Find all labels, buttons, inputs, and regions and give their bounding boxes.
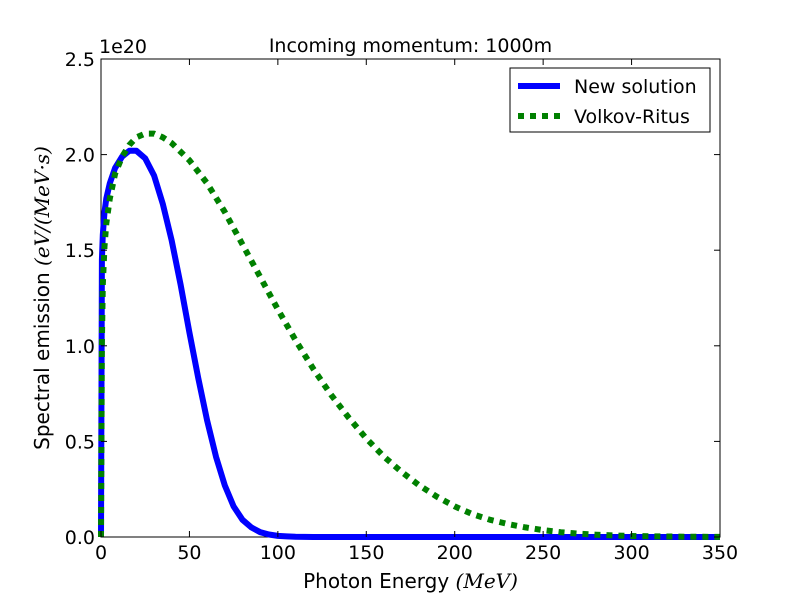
plot-frame [100,58,721,538]
ticks-layer: 0 50 100 150 200 250 300 350 0.0 0.5 1.0 1.5 2.0 2.5 [65,49,738,564]
plot-area: 0 50 100 150 200 250 300 350 0.0 0.5 1.0 1.5 2.0 2.5 [65,49,738,564]
chart-title: Incoming momentum: 1000m [269,35,552,57]
y-tick-label: 2.5 [65,49,95,71]
series-line-volkov-ritus [98,130,721,540]
x-axis-title-main: Photon Energy [303,569,455,593]
y-axis-title-main: Spectral emission [30,266,54,450]
y-tick-label: 1.5 [65,240,95,262]
y-tick-label: 1.0 [65,336,95,358]
y-tick-label: 0.5 [65,431,95,453]
y-scale-label: 1e20 [99,36,147,58]
x-tick-label: 100 [260,542,296,564]
legend-label-new-solution: New solution [574,76,697,98]
series-layer [98,130,721,540]
y-axis-title: Spectral emission (eV/(MeV·s) [30,146,54,450]
legend: New solution Volkov-Ritus [509,67,711,133]
x-tick-label: 200 [437,542,473,564]
x-tick-label: 250 [525,542,561,564]
legend-box [509,67,711,133]
x-tick-label: 0 [95,542,107,564]
x-axis-title-unit: (MeV) [456,569,518,593]
legend-label-volkov-ritus: Volkov-Ritus [574,106,690,128]
x-axis-title: Photon Energy (MeV) [303,569,518,593]
y-axis-title-unit: (eV/(MeV·s) [30,146,54,266]
y-tick-label: 2.0 [65,145,95,167]
x-tick-label: 50 [177,542,201,564]
x-tick-label: 300 [613,542,649,564]
x-tick-label: 150 [348,542,384,564]
x-tick-label: 350 [702,542,738,564]
y-tick-label: 0.0 [65,527,95,549]
